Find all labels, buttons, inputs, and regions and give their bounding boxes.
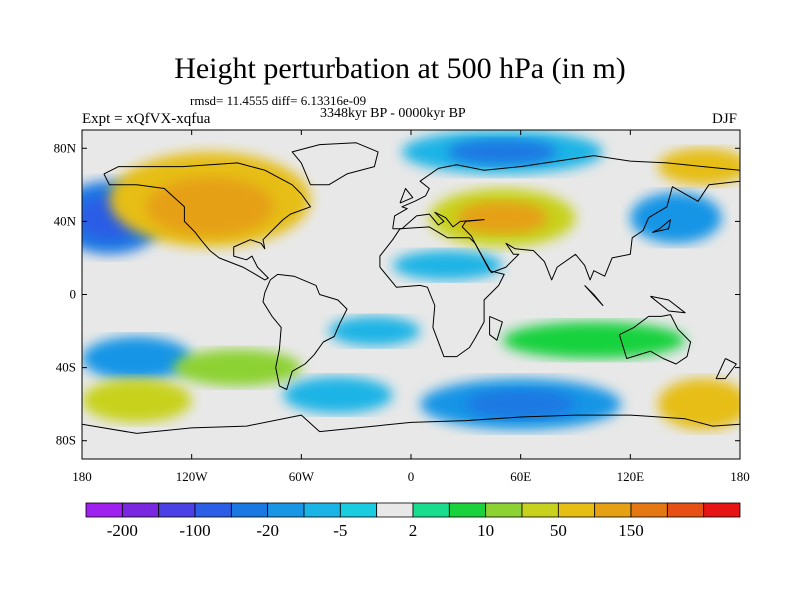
anomaly-patch [630,192,722,244]
season-label: DJF [712,111,738,127]
colorbar-label: -5 [333,521,347,540]
y-tick-label: 0 [70,287,77,302]
coastline [715,358,737,380]
anomaly-layer [82,130,740,430]
anomaly-patch [392,250,503,280]
coastline [584,285,604,306]
y-tick-label: 80N [54,140,77,155]
colorbar-swatch [303,502,341,518]
anomaly-patch [657,378,740,430]
stats-text: rmsd= 11.4555 diff= 6.13316e-09 [190,93,367,108]
chart-title: Height perturbation at 500 hPa (in m) [174,52,626,85]
colorbar-swatch [412,502,450,518]
colorbar-swatch [594,502,632,518]
anomaly-patch [283,376,393,414]
coastline [82,414,740,434]
coastline [618,314,692,365]
colorbar-label: -20 [256,521,279,540]
colorbar-label: 10 [477,521,494,540]
colorbar-swatch [121,502,160,518]
x-tick-label: 120E [617,469,645,484]
colorbar: -200 -100 -20 -5 2 10 50 150 [85,502,741,540]
anomaly-patch [82,336,192,381]
colorbar-swatch [630,502,668,518]
y-axis: 80N 40N 0 40S 80S [54,140,740,448]
colorbar-swatch [85,502,123,518]
colorbar-swatch [557,502,596,518]
y-tick-label: 80S [56,433,76,448]
anomaly-patch [502,321,686,359]
x-tick-label: 60W [289,469,315,484]
coastline [392,155,740,281]
colorbar-label: 150 [618,521,644,540]
colorbar-swatch [158,502,196,518]
colorbar-swatch [703,502,741,518]
colorbar-swatch [448,502,487,518]
colorbar-swatch [485,502,523,518]
coastlines [82,142,740,434]
coastline [262,273,348,390]
x-tick-label: 60E [510,469,531,484]
x-tick-label: 120W [176,469,209,484]
colorbar-swatch [230,502,269,518]
anomaly-patch [82,378,192,423]
colorbar-label: 2 [409,521,418,540]
coastline [652,219,671,233]
anomaly-patch [145,177,274,237]
colorbar-label: 50 [550,521,567,540]
x-axis: 180 120W 60W 0 60E 120E 180 [72,130,750,484]
colorbar-swatch [194,502,232,518]
colorbar-swatch [376,502,414,518]
coastline [650,295,686,314]
period-text: 3348kyr BP - 0000kyr BP [320,106,466,121]
colorbar-swatch [267,502,305,518]
colorbar-swatch [339,502,378,518]
anomaly-patch [173,349,302,386]
y-tick-label: 40S [56,360,76,375]
anomaly-patch [328,316,421,346]
colorbar-label: -200 [107,521,138,540]
colorbar-swatch [666,502,705,518]
x-tick-label: 0 [408,469,415,484]
colorbar-swatch [521,502,559,518]
anomaly-patch [465,389,576,419]
coastline [399,188,414,204]
x-tick-label: 180 [72,469,92,484]
coastline [103,162,311,281]
y-tick-label: 40N [54,213,77,228]
anomaly-patch [447,139,558,165]
coastline [489,315,503,341]
coastline [379,226,505,358]
colorbar-label: -100 [179,521,210,540]
coastline [291,142,379,186]
anomaly-patch [456,201,549,235]
x-tick-label: 180 [730,469,750,484]
experiment-label: Expt = xQfVX-xqfua [82,111,211,127]
